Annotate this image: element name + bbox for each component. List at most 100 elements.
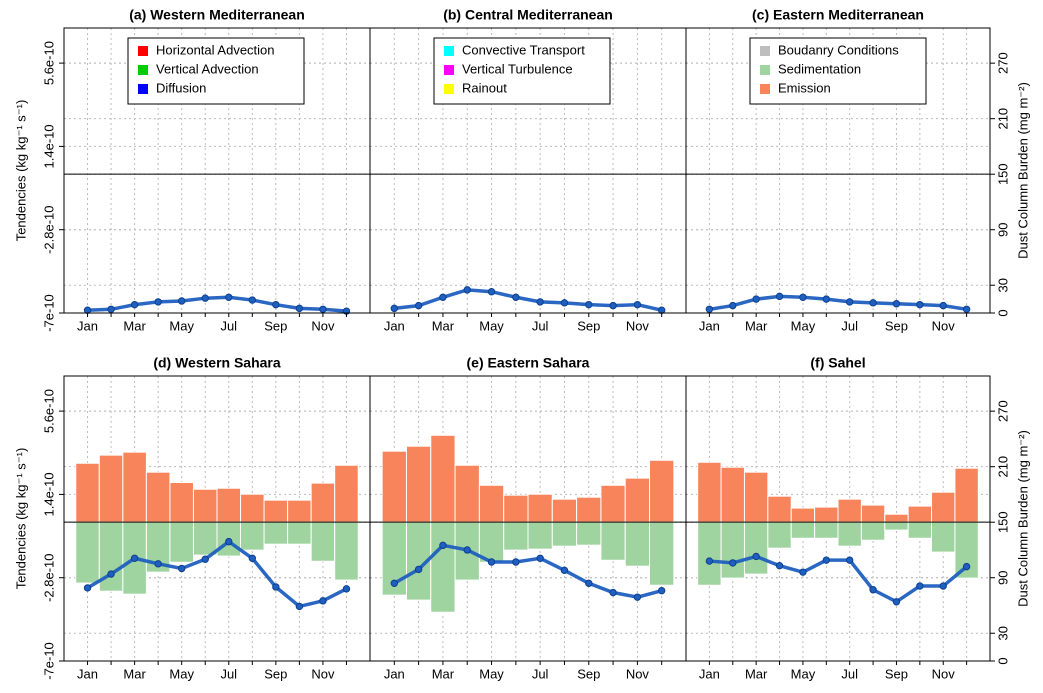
burden-point: [585, 579, 593, 587]
burden-point: [177, 297, 186, 305]
legend-label: Convective Transport: [462, 42, 585, 57]
burden-point: [729, 301, 737, 310]
x-tick-label: Nov: [626, 318, 650, 333]
bar: [192, 521, 218, 556]
bar: [837, 521, 862, 547]
x-tick-label: Mar: [123, 666, 146, 681]
burden-point: [799, 568, 807, 576]
y-tick-label: 1.4e-10: [41, 124, 56, 168]
x-tick-label: Nov: [932, 666, 956, 681]
bar: [503, 494, 529, 523]
burden-point: [705, 305, 714, 313]
burden-point: [609, 301, 617, 310]
y2-axis-label: Dust Column Burden (mg m⁻²): [1015, 82, 1030, 259]
burden-point: [272, 583, 280, 591]
burden-point: [585, 300, 593, 309]
y2-tick-label: 210: [995, 456, 1010, 478]
burden-point: [657, 586, 666, 595]
legend-box: [433, 37, 611, 105]
bar: [454, 464, 480, 523]
y-axis-label: Tendencies (kg kg⁻¹ s⁻¹): [13, 100, 28, 242]
y2-tick-label: 270: [995, 400, 1010, 422]
bar: [169, 482, 194, 523]
bar: [576, 496, 602, 523]
burden-point: [107, 570, 115, 578]
bar: [240, 493, 265, 523]
bar: [720, 521, 745, 579]
y2-tick-label: 270: [995, 52, 1010, 74]
x-tick-label: Nov: [626, 666, 650, 681]
bar: [697, 461, 722, 523]
x-tick-label: Nov: [311, 318, 335, 333]
x-tick-label: May: [791, 318, 816, 333]
x-tick-label: Jan: [384, 318, 405, 333]
burden-point: [439, 293, 447, 301]
y-tick-label: 5.6e-10: [41, 389, 56, 433]
bar: [430, 434, 456, 523]
legend-box: [127, 37, 305, 105]
legend-swatch: [760, 46, 770, 56]
burden-point: [83, 584, 92, 592]
bar: [954, 467, 979, 523]
bar: [860, 504, 886, 523]
bar: [310, 521, 336, 562]
bar: [263, 521, 289, 545]
burden-point: [775, 561, 784, 570]
bar: [527, 493, 553, 523]
legend-label: Rainout: [462, 80, 507, 95]
y-tick-label: -7e-10: [41, 294, 56, 332]
burden-point: [560, 566, 569, 575]
x-tick-label: Jan: [699, 318, 720, 333]
panel-frame: [685, 375, 991, 662]
bar: [837, 498, 862, 523]
x-tick-label: May: [169, 318, 194, 333]
x-tick-label: Mar: [123, 318, 146, 333]
burden-line: [86, 539, 348, 609]
panel-title: (d) Western Sahara: [153, 355, 281, 371]
burden-point: [869, 299, 877, 307]
bar: [75, 521, 100, 584]
bar: [884, 513, 909, 523]
bar: [240, 521, 265, 551]
bar: [931, 491, 956, 523]
x-tick-label: Sep: [264, 318, 287, 333]
x-tick-label: Jan: [699, 666, 720, 681]
bar: [767, 495, 792, 523]
y2-tick-label: 150: [995, 511, 1010, 533]
y-tick-label: 5.6e-10: [41, 41, 56, 85]
panel-title: (b) Central Mediterranean: [443, 7, 613, 23]
burden-point: [342, 585, 351, 593]
x-tick-label: May: [791, 666, 816, 681]
bar: [624, 521, 651, 567]
x-tick-label: Jul: [220, 666, 237, 681]
legend-label: Emission: [778, 80, 831, 95]
legend-label: Sedimentation: [778, 61, 861, 76]
burden-point: [799, 293, 807, 301]
y2-tick-label: 90: [995, 222, 1010, 236]
burden-point: [487, 288, 496, 296]
y-tick-label: 1.4e-10: [41, 472, 56, 516]
y-tick-label: -7e-10: [41, 642, 56, 680]
bar: [405, 445, 432, 523]
y2-tick-label: 30: [995, 278, 1010, 292]
burden-line: [709, 554, 968, 604]
burden-point: [390, 579, 399, 587]
x-tick-label: Mar: [745, 666, 768, 681]
y2-tick-label: 0: [995, 309, 1010, 316]
bar: [743, 471, 769, 523]
burden-point: [225, 293, 233, 301]
x-tick-label: Sep: [885, 318, 908, 333]
burden-point: [752, 552, 760, 561]
y-axis-label: Tendencies (kg kg⁻¹ s⁻¹): [13, 448, 28, 590]
burden-point: [845, 298, 854, 306]
bar: [216, 487, 242, 523]
bar: [551, 521, 578, 547]
legend-label: Boudanry Conditions: [778, 42, 899, 57]
legend-label: Vertical Turbulence: [462, 61, 573, 76]
bar: [310, 482, 336, 523]
burden-point: [845, 556, 854, 564]
x-tick-label: Mar: [745, 318, 768, 333]
burden-point: [390, 304, 399, 313]
x-tick-label: Sep: [264, 666, 287, 681]
legend-swatch: [444, 46, 454, 56]
